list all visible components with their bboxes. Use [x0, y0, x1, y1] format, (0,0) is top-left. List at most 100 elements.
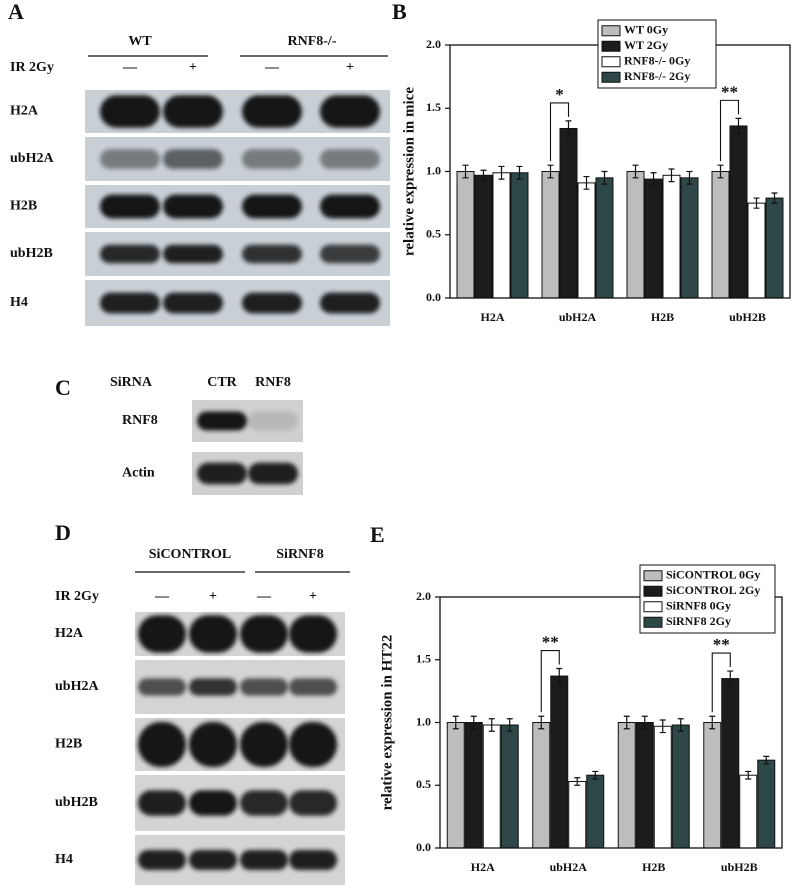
- error-bar: [565, 120, 572, 137]
- x-tick-label: ubH2B: [729, 310, 766, 324]
- bar: [550, 675, 569, 849]
- y-tick-label: 0.0: [426, 290, 441, 304]
- error-bar: [470, 715, 477, 730]
- lane-label: RNF8: [255, 375, 291, 390]
- band: [240, 615, 288, 653]
- error-bar: [677, 718, 684, 732]
- lane-label: +: [346, 60, 354, 75]
- row-label: Actin: [122, 466, 155, 481]
- error-bar: [717, 164, 724, 179]
- lane-label: —: [154, 589, 170, 604]
- y-tick-label: 1.5: [416, 652, 431, 666]
- x-tick-label: H2B: [642, 860, 665, 874]
- bar: [653, 725, 672, 849]
- y-tick-label: 2.0: [426, 37, 441, 51]
- error-bar: [659, 719, 666, 734]
- bar: [456, 171, 475, 299]
- band: [163, 194, 223, 219]
- group-label: WT: [128, 34, 152, 49]
- lane-label: +: [309, 589, 317, 604]
- bar: [595, 177, 614, 299]
- x-tick-label: ubH2A: [559, 310, 597, 324]
- error-bar: [601, 170, 608, 185]
- bar: [671, 724, 690, 849]
- band: [189, 678, 237, 696]
- error-bar: [516, 165, 523, 180]
- band: [138, 615, 186, 653]
- panel-label: C: [55, 375, 71, 400]
- legend-swatch: [643, 616, 663, 628]
- treatment-label: SiRNA: [110, 375, 153, 390]
- legend-swatch: [601, 40, 621, 52]
- lane-label: +: [209, 589, 217, 604]
- legend-swatch: [643, 585, 663, 597]
- bar: [541, 171, 560, 299]
- band: [289, 615, 337, 653]
- band: [197, 411, 247, 431]
- row-label: H2B: [10, 199, 37, 214]
- band: [320, 244, 380, 264]
- band: [289, 721, 337, 768]
- y-tick-label: 1.5: [426, 100, 441, 114]
- x-tick-label: ubH2B: [721, 860, 758, 874]
- x-tick-label: ubH2A: [550, 860, 588, 874]
- bar: [617, 722, 636, 849]
- bar: [626, 171, 645, 299]
- bar: [500, 724, 519, 849]
- error-bar: [538, 715, 545, 730]
- row-label: RNF8: [122, 413, 158, 428]
- band: [242, 194, 302, 219]
- lane-label: +: [189, 60, 197, 75]
- bar: [739, 774, 758, 849]
- bar: [711, 171, 730, 299]
- band: [189, 850, 237, 870]
- error-bar: [727, 670, 734, 687]
- error-bar: [735, 117, 742, 135]
- panel-label: E: [370, 522, 385, 547]
- legend-label: WT 2Gy: [624, 38, 668, 52]
- error-bar: [574, 777, 581, 786]
- band: [289, 678, 337, 696]
- plot-frame: [439, 596, 783, 849]
- bar: [568, 780, 587, 849]
- bar: [680, 177, 699, 299]
- row-label: H2A: [10, 104, 39, 119]
- bar: [482, 724, 501, 849]
- legend-swatch: [643, 601, 663, 613]
- x-tick-label: H2A: [481, 310, 505, 324]
- band: [289, 790, 337, 816]
- band: [240, 721, 288, 768]
- significance-label: **: [721, 82, 738, 101]
- y-axis-label: relative expression in HT22: [379, 635, 395, 811]
- group-label: SiRNF8: [276, 547, 323, 562]
- bar: [559, 127, 578, 299]
- error-bar: [488, 718, 495, 732]
- error-bar: [592, 770, 599, 780]
- error-bar: [556, 667, 563, 685]
- bar: [492, 172, 511, 299]
- lane-label: —: [264, 60, 280, 75]
- bar: [446, 722, 465, 849]
- band: [163, 292, 223, 314]
- band: [242, 95, 302, 128]
- treatment-label: IR 2Gy: [55, 589, 99, 604]
- bar: [747, 202, 766, 299]
- x-tick-label: H2A: [471, 860, 495, 874]
- panel-label: B: [392, 0, 407, 24]
- legend-swatch: [643, 570, 663, 582]
- band: [138, 721, 186, 768]
- band: [100, 292, 160, 314]
- error-bar: [745, 770, 752, 780]
- lane-label: —: [256, 589, 272, 604]
- legend-swatch: [601, 56, 621, 68]
- bar: [577, 182, 596, 299]
- row-label: H4: [10, 295, 28, 310]
- bar: [721, 678, 740, 849]
- row-label: H4: [55, 852, 73, 867]
- band: [138, 790, 186, 816]
- legend-label: RNF8-/- 0Gy: [624, 54, 690, 68]
- bar: [703, 722, 722, 849]
- band: [138, 850, 186, 870]
- band: [163, 95, 223, 128]
- lane-label: CTR: [207, 375, 237, 390]
